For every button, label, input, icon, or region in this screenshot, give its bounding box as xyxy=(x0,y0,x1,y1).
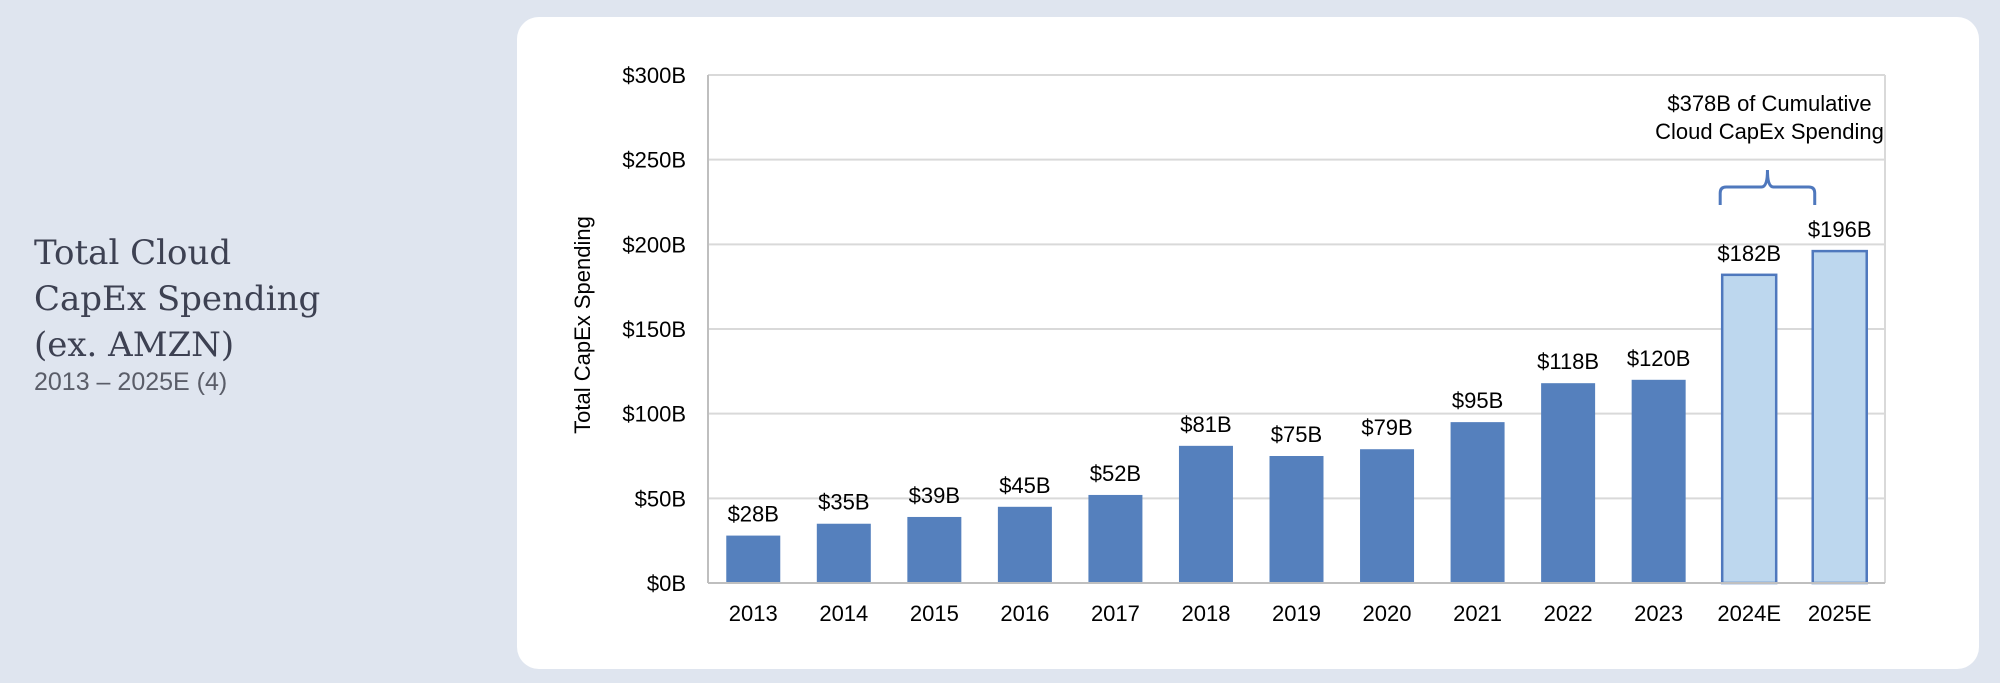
data-label: $39B xyxy=(909,483,960,508)
x-tick-label: 2024E xyxy=(1717,601,1781,626)
x-tick-label: 2017 xyxy=(1091,601,1140,626)
data-label: $28B xyxy=(728,502,779,527)
y-axis-title: Total CapEx Spending xyxy=(570,216,595,434)
bar-2014 xyxy=(816,523,871,583)
bar-2024E xyxy=(1720,273,1778,585)
data-label: $182B xyxy=(1717,241,1781,266)
x-tick-label: 2013 xyxy=(729,601,778,626)
bar-2013 xyxy=(726,535,781,583)
x-tick-label: 2025E xyxy=(1808,601,1872,626)
bar-2017 xyxy=(1088,494,1143,583)
data-label: $75B xyxy=(1271,422,1322,447)
bar-chart: $0B $50B $100B $150B $200B $250B $300B Total Ca… xyxy=(570,63,1886,626)
bar-2021 xyxy=(1450,422,1505,583)
x-tick-label: 2021 xyxy=(1453,601,1502,626)
x-tick-label: 2015 xyxy=(910,601,959,626)
data-label: $45B xyxy=(999,473,1050,498)
side-title-line-3: (ex. AMZN) xyxy=(34,325,235,365)
annotation-bracket xyxy=(1718,169,1817,205)
bar-2025E xyxy=(1811,249,1868,585)
data-label: $196B xyxy=(1808,217,1872,242)
bar-2022 xyxy=(1541,383,1596,583)
x-tick-label: 2022 xyxy=(1544,601,1593,626)
x-tick-label: 2014 xyxy=(819,601,868,626)
annotation-text-line: Cloud CapEx Spending xyxy=(1655,119,1884,144)
y-tick-label: $300B xyxy=(622,63,686,88)
x-tick-label: 2023 xyxy=(1634,601,1683,626)
bar-2018 xyxy=(1178,445,1233,583)
side-title-block: Total Cloud CapEx Spending (ex. AMZN) 20… xyxy=(34,230,454,397)
x-tick-label: 2019 xyxy=(1272,601,1321,626)
x-tick-label: 2020 xyxy=(1363,601,1412,626)
x-tick-label: 2018 xyxy=(1181,601,1230,626)
x-tick-label: 2016 xyxy=(1000,601,1049,626)
y-tick-label: $250B xyxy=(622,148,686,173)
data-label: $95B xyxy=(1452,388,1503,413)
side-title-line-1: Total Cloud xyxy=(34,233,232,273)
bar-2016 xyxy=(997,506,1052,583)
data-label: $120B xyxy=(1627,346,1691,371)
bar-2023 xyxy=(1631,379,1686,583)
bar-2015 xyxy=(907,516,962,583)
side-title-line-2: CapEx Spending xyxy=(34,279,321,319)
annotation-text-line: $378B of Cumulative xyxy=(1667,91,1871,116)
side-title: Total Cloud CapEx Spending (ex. AMZN) xyxy=(34,230,454,368)
bar-2020 xyxy=(1360,449,1415,583)
data-label: $52B xyxy=(1090,461,1141,486)
chart-card: $0B $50B $100B $150B $200B $250B $300B Total Ca… xyxy=(517,17,1979,669)
data-label: $79B xyxy=(1361,415,1412,440)
y-tick-label: $100B xyxy=(622,402,686,427)
bar-2019 xyxy=(1269,456,1324,583)
data-label: $118B xyxy=(1537,349,1599,374)
side-subtitle: 2013 – 2025E (4) xyxy=(34,368,228,396)
y-tick-label: $150B xyxy=(622,317,686,342)
y-tick-label: $0B xyxy=(647,571,686,596)
data-label: $35B xyxy=(818,490,869,515)
y-tick-label: $200B xyxy=(622,232,686,257)
data-label: $81B xyxy=(1180,412,1231,437)
y-tick-label: $50B xyxy=(635,486,686,511)
